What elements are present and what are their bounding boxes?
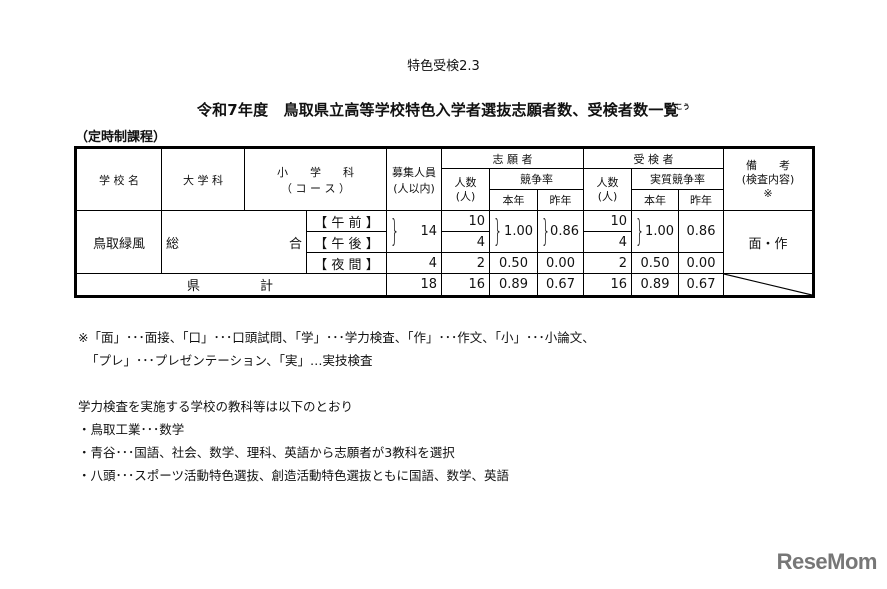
- header-exam-count: 人数 (人): [583, 168, 632, 211]
- count-line2: (人): [597, 189, 618, 203]
- header-major: 大 学 科: [161, 147, 245, 211]
- header-app-this-year: 本年: [489, 189, 538, 211]
- table-row-afternoon: 【 午 後 】 4 4: [76, 231, 814, 253]
- exam-last-day: 0.86: [678, 210, 724, 253]
- app-last-night: 0.00: [537, 252, 584, 274]
- major-name: 総合: [161, 210, 307, 274]
- header-examinees: 受 検 者: [583, 147, 724, 169]
- header-capacity: 募集人員 (人以内): [386, 147, 442, 211]
- legend-line-1: ※「面」･･･面接、「口」･･･口頭試問、「学」･･･学力検査、「作」･･･作文…: [78, 330, 595, 345]
- capacity-day: } 14: [386, 210, 442, 253]
- capacity-day-value: 14: [420, 224, 437, 239]
- total-exam-ratio: 0.89: [631, 273, 679, 297]
- count-line1: 人数: [454, 175, 477, 189]
- app-ratio-night: 0.50: [489, 252, 538, 274]
- total-capacity: 18: [386, 273, 442, 297]
- app-last-day-value: 0.86: [550, 224, 579, 239]
- header-row-3: 本年 昨年 本年 昨年: [76, 189, 814, 211]
- session-afternoon: 【 午 後 】: [306, 231, 387, 253]
- header-capacity-line1: 募集人員: [392, 165, 436, 179]
- app-count-afternoon: 4: [441, 231, 490, 253]
- exam-ratio-day: } 1.00: [631, 210, 679, 253]
- header-remarks: 備 考 (検査内容) ※: [723, 147, 814, 211]
- header-app-count: 人数 (人): [441, 168, 490, 211]
- subject-item: ・青谷･･･国語、社会、数学、理科、英語から志願者が3教科を選択: [78, 445, 455, 460]
- app-last-day: } 0.86: [537, 210, 584, 253]
- subject-item: ・鳥取工業･･･数学: [78, 422, 185, 437]
- app-count-night: 2: [441, 252, 490, 274]
- total-exam-count: 16: [583, 273, 632, 297]
- major-left: 総: [166, 236, 180, 252]
- header-remarks-line1: 備 考: [746, 158, 790, 172]
- page-title: 令和7年度 鳥取県立高等学校特色入学者選抜志願者数、受検者数一覧こう: [0, 99, 887, 120]
- count-line1: 人数: [596, 175, 619, 189]
- header-exam-real-ratio: 実質競争率: [631, 168, 724, 190]
- resemom-logo: ReseMom: [776, 549, 878, 574]
- total-label: 県計: [75, 273, 387, 297]
- exam-last-night: 0.00: [678, 252, 724, 274]
- header-minor-line2: （ コ ー ス ）: [281, 181, 350, 195]
- major-right: 合: [288, 236, 302, 252]
- header-row-1: 学 校 名 大 学 科 小 学 科 （ コ ー ス ） 募集人員 (人以内) 志 願…: [75, 147, 814, 211]
- total-remarks-blank: [723, 273, 814, 297]
- table-row-total: 県計 18 16 0.89 0.67 16 0.89 0.67: [75, 273, 814, 297]
- course-label: （定時制課程）: [75, 130, 167, 145]
- app-count-morning: 10: [441, 210, 490, 232]
- table-row-morning: 鳥取緑風 総合 【 午 前 】 } 14 10 } 1.00 } 0.86 10 } 1…: [75, 210, 814, 274]
- diagonal-slash: [724, 274, 812, 295]
- capacity-night: 4: [386, 252, 442, 274]
- header-app-ratio: 競争率: [489, 168, 584, 190]
- header-minor: 小 学 科 （ コ ー ス ）: [244, 147, 387, 211]
- header-app-last-year: 昨年: [537, 189, 584, 211]
- count-line2: (人): [455, 189, 476, 203]
- total-exam-last: 0.67: [678, 273, 724, 297]
- subject-item: ・八頭･･･スポーツ活動特色選抜、創造活動特色選抜ともに国語、数学、英語: [78, 468, 510, 483]
- header-applicants: 志 願 者: [441, 147, 584, 169]
- total-label-left: 県: [187, 279, 201, 294]
- total-label-right: 計: [260, 279, 274, 294]
- title-ruby: こう: [675, 103, 691, 111]
- header-minor-line1: 小 学 科: [277, 165, 354, 179]
- title-text: 令和7年度 鳥取県立高等学校特色入学者選抜志願者数、受検者数一覧: [196, 101, 679, 119]
- app-ratio-day-value: 1.00: [504, 224, 533, 239]
- legend-line-2: 「プレ」･･･プレゼンテーション、「実」…実技検査: [86, 353, 373, 368]
- session-morning: 【 午 前 】: [306, 210, 387, 232]
- total-app-count: 16: [441, 273, 490, 297]
- exam-ratio-night: 0.50: [631, 252, 679, 274]
- brace-icon: }: [493, 214, 503, 249]
- remarks: 面・作: [723, 210, 814, 274]
- applicants-table: 学 校 名 大 学 科 小 学 科 （ コ ー ス ） 募集人員 (人以内) 志 願…: [74, 146, 815, 298]
- brace-icon: }: [390, 214, 400, 249]
- header-remarks-line2: (検査内容): [741, 172, 795, 186]
- header-school: 学 校 名: [75, 147, 162, 211]
- exam-ratio-day-value: 1.00: [645, 224, 674, 239]
- header-row-2: 人数 (人) 競争率 人数 (人) 実質競争率: [76, 168, 814, 211]
- brace-icon: }: [541, 214, 551, 249]
- exam-count-morning: 10: [583, 210, 632, 232]
- document-subtitle: 特色受検2.3: [407, 59, 480, 74]
- session-night: 【 夜 間 】: [306, 252, 387, 274]
- school-name: 鳥取緑風: [75, 210, 162, 274]
- header-exam-this-year: 本年: [631, 189, 679, 211]
- exam-count-night: 2: [583, 252, 632, 274]
- header-capacity-line2: (人以内): [393, 181, 435, 195]
- total-app-ratio: 0.89: [489, 273, 538, 297]
- exam-count-afternoon: 4: [583, 231, 632, 253]
- brace-icon: }: [635, 214, 645, 249]
- notes: ※「面」･･･面接、「口」･･･口頭試問、「学」･･･学力検査、「作」･･･作文…: [78, 326, 595, 487]
- header-remarks-line3: ※: [763, 186, 773, 200]
- header-exam-last-year: 昨年: [678, 189, 724, 211]
- total-app-last: 0.67: [537, 273, 584, 297]
- app-ratio-day: } 1.00: [489, 210, 538, 253]
- subjects-heading: 学力検査を実施する学校の教科等は以下のとおり: [78, 399, 354, 414]
